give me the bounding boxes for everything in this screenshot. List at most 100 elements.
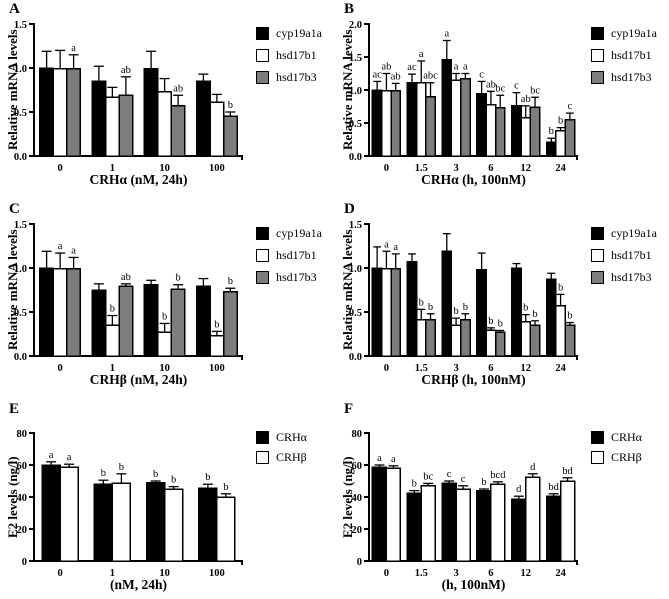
significance-letter: ab [121,65,131,76]
legend-swatch-black [591,27,604,40]
panel-a-label: A [9,1,20,17]
bar-hsd17b1 [450,324,462,357]
y-tick-label: 0.0 [349,352,362,363]
x-tick-label: 0 [58,568,63,579]
bar-hsd17b3 [459,78,471,157]
significance-letter: b [532,309,537,320]
bar-hsd17b3 [170,288,186,357]
y-tick-label: 0.0 [14,152,27,163]
significance-letter: b [171,475,176,486]
legend-item: hsd17b1 [591,249,657,262]
y-tick-label: 20 [352,525,363,536]
y-tick-label: 40 [17,493,28,504]
panel-b: 0.0 0.5 1.0 1.5 2.0 0 ac ab ab 1.5 ac a abc 3 a a a 6 c ab b… [335,0,669,200]
bar-cyp19a1a [441,250,453,357]
bar-CRHβ [59,466,79,562]
bar-CRHα [441,482,457,562]
x-tick-label: 24 [555,363,566,374]
x-tick-label: 3 [453,163,458,174]
significance-letter: c [568,101,573,112]
x-tick-label: 100 [209,568,225,579]
legend-item: cyp19a1a [591,27,657,40]
legend-item: hsd17b1 [591,49,657,62]
bar-cyp19a1a [91,80,107,157]
legend-label: hsd17b1 [611,48,652,62]
legend-label: cyp19a1a [611,226,657,240]
bar-cyp19a1a [441,58,453,157]
bar-cyp19a1a [511,105,522,157]
bar-hsd17b3 [425,95,436,157]
x-tick-label: 3 [453,568,458,579]
legend-item: hsd17b3 [591,271,657,284]
x-tick-label: 1 [110,163,115,174]
significance-letter: a [393,242,398,253]
panel-c-plot: 0.0 0.5 1.0 1.5 0 a a 1 b ab 10 b b 100 b b [14,220,243,374]
significance-letter: b [488,316,493,327]
panel-e-y-axis-label: E2 levels (ng/l) [5,456,20,538]
x-tick-label: 12 [521,363,532,374]
legend-swatch-black [256,27,269,40]
significance-letter: a [67,452,72,463]
panel-e-legend: CRHα CRHβ [256,431,307,471]
panel-b-y-axis-label: Relative mRNA levels [340,29,355,151]
bar-CRHβ [559,480,576,562]
panel-c-label: C [9,201,20,217]
y-tick-label: 0 [22,557,27,568]
significance-letter: b [153,469,158,480]
significance-letter: ab [521,94,531,105]
bar-hsd17b3 [222,291,238,357]
significance-letter: b [463,302,468,313]
legend-item: hsd17b3 [591,71,657,84]
x-tick-label: 1 [110,568,115,579]
x-tick-label: 12 [521,163,532,174]
bar-hsd17b1 [157,91,173,157]
legend-swatch-gray [256,71,269,84]
legend-label: cyp19a1a [611,26,657,40]
bar-cyp19a1a [476,93,488,157]
significance-letter: d [516,484,522,495]
significance-letter: b [481,477,486,488]
panel-c: 0.0 0.5 1.0 1.5 0 a a 1 b ab 10 b b 100 b b C Relative … [0,200,335,400]
bar-hsd17b3 [390,268,402,357]
legend-label: hsd17b3 [276,270,317,284]
x-tick-label: 0 [384,163,389,174]
y-tick-label: 0.0 [349,152,362,163]
x-tick-label: 6 [488,363,493,374]
significance-letter: b [228,100,233,111]
significance-letter: b [558,116,563,127]
legend-label: cyp19a1a [276,26,322,40]
legend-swatch-gray [591,271,604,284]
bar-cyp19a1a [195,80,211,157]
significance-letter: b [228,276,233,287]
y-tick-label: 1.5 [14,220,27,231]
panel-d: 0.0 0.5 1.0 1.5 0 a a 1.5 b b 3 b b 6 b b 12 b b 24 b b D Rel… [335,200,669,400]
y-tick-label: 1.0 [349,264,362,275]
bar-hsd17b3 [118,94,134,157]
bar-CRHα [41,464,61,562]
bar-CRHβ [525,476,541,562]
significance-letter: b [428,302,433,313]
legend-item: hsd17b1 [256,249,322,262]
bar-hsd17b1 [520,116,532,157]
significance-letter: b [498,318,503,329]
significance-letter: a [454,62,459,73]
significance-letter: bc [423,471,433,482]
bar-hsd17b1 [415,81,427,157]
bar-hsd17b1 [209,335,225,357]
significance-letter: b [101,468,106,479]
legend-swatch-white [591,249,604,262]
x-tick-label: 12 [521,568,532,579]
panel-c-y-axis-label: Relative mRNA levels [5,229,20,351]
significance-letter: bd [548,482,559,493]
bar-cyp19a1a [195,285,211,357]
legend-label: hsd17b1 [276,248,317,262]
legend-label: hsd17b1 [276,48,317,62]
bar-hsd17b3 [425,319,436,357]
panel-b-x-axis-label: CRHα (h, 100nM) [421,172,526,187]
significance-letter: a [377,453,382,464]
x-tick-label: 6 [488,163,493,174]
panel-f-y-axis-label: E2 levels (ng/l) [340,456,355,538]
